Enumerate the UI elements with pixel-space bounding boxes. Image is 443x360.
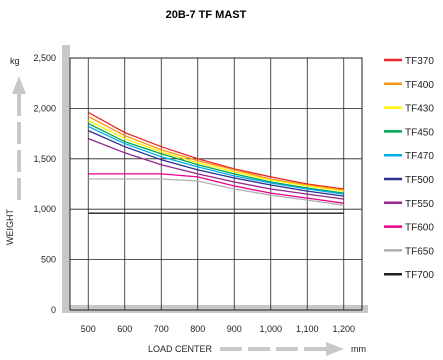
y-tick-label: 2,000: [33, 103, 56, 113]
chart-title: 20B-7 TF MAST: [166, 9, 247, 21]
plot-border: [69, 57, 363, 311]
grid: [69, 57, 363, 311]
plot-frame-accent-bottom: [62, 305, 368, 313]
legend-label-tf400: TF400: [405, 80, 434, 91]
series-line-tf600: [88, 173, 344, 204]
legend-label-tf450: TF450: [405, 127, 434, 138]
series-line-tf450: [88, 122, 344, 194]
y-axis-arrow: [12, 76, 26, 200]
legend-label-tf370: TF370: [405, 56, 434, 67]
series-line-tf430: [88, 119, 344, 192]
x-tick-label: 500: [81, 324, 96, 334]
y-tick-label: 2,500: [33, 53, 56, 63]
y-tick-label: 1,500: [33, 154, 56, 164]
legend-label-tf650: TF650: [405, 246, 434, 257]
series-line-tf550: [88, 137, 344, 200]
plot-frame-accent: [62, 45, 70, 313]
legend-label-tf470: TF470: [405, 151, 434, 162]
x-tick-label: 1,200: [332, 324, 355, 334]
series-line-tf400: [87, 115, 344, 191]
x-tick-label: 700: [154, 324, 169, 334]
y-axis-label: WEIGHT: [5, 209, 15, 245]
x-tick-label: 1,100: [296, 324, 319, 334]
y-tick-label: 1,000: [33, 204, 56, 214]
x-tick-label: 900: [227, 324, 242, 334]
legend-label-tf700: TF700: [405, 270, 434, 281]
legend-label-tf600: TF600: [405, 223, 434, 234]
y-tick-label: 500: [41, 255, 56, 265]
x-tick-label: 800: [190, 324, 205, 334]
series-line-tf500: [88, 130, 344, 197]
series-group: [87, 111, 344, 214]
y-tick-label: 0: [51, 305, 56, 315]
x-tick-labels: 500 600 700 800 900 1,000 1,100 1,200: [81, 324, 355, 334]
x-tick-label: 600: [117, 324, 132, 334]
legend-label-tf430: TF430: [405, 104, 434, 115]
series-line-tf470: [88, 125, 344, 195]
legend-label-tf550: TF550: [405, 199, 434, 210]
y-unit-label: kg: [10, 56, 20, 66]
y-tick-labels: 0 500 1,000 1,500 2,000 2,500: [33, 53, 56, 315]
x-unit-label: mm: [351, 344, 366, 354]
series-line-tf370: [87, 111, 344, 190]
legend-label-tf500: TF500: [405, 175, 434, 186]
series-line-tf650: [88, 178, 344, 206]
x-tick-label: 1,000: [259, 324, 282, 334]
legend: TF370 TF400 TF430 TF450 TF470 TF500 TF550 TF600…: [384, 56, 434, 281]
x-axis-arrow: [220, 342, 344, 356]
x-axis-label: LOAD CENTER: [148, 344, 213, 354]
